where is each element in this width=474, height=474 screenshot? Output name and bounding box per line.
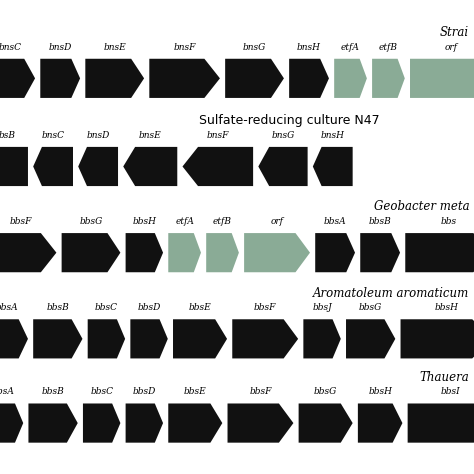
Text: bnsE: bnsE: [103, 43, 126, 52]
Polygon shape: [149, 59, 220, 98]
Polygon shape: [232, 319, 298, 358]
Text: bbsH: bbsH: [132, 217, 156, 226]
Text: bnsD: bnsD: [86, 131, 110, 140]
Text: bnsD: bnsD: [48, 43, 72, 52]
Polygon shape: [168, 233, 201, 272]
Polygon shape: [360, 233, 400, 272]
Polygon shape: [28, 403, 78, 443]
Text: bbsG: bbsG: [359, 303, 383, 312]
Polygon shape: [83, 403, 120, 443]
Text: bnsE: bnsE: [139, 131, 162, 140]
Text: bbsC: bbsC: [90, 387, 113, 396]
Polygon shape: [40, 59, 80, 98]
Text: bbsD: bbsD: [133, 387, 156, 396]
Text: Sulfate-reducing culture N47: Sulfate-reducing culture N47: [199, 114, 379, 128]
Text: bbsB: bbsB: [42, 387, 64, 396]
Text: orf: orf: [271, 217, 283, 226]
Polygon shape: [258, 147, 308, 186]
Polygon shape: [299, 403, 353, 443]
Text: bbsG: bbsG: [79, 217, 103, 226]
Polygon shape: [315, 233, 355, 272]
Text: bbsC: bbsC: [95, 303, 118, 312]
Polygon shape: [0, 59, 35, 98]
Text: bbsA: bbsA: [324, 217, 346, 226]
Text: bnsC: bnsC: [42, 131, 64, 140]
Text: bbsB: bbsB: [46, 303, 69, 312]
Text: orf: orf: [445, 43, 458, 52]
Text: bbsJ: bbsJ: [312, 303, 332, 312]
Text: Geobacter meta: Geobacter meta: [374, 201, 469, 213]
Text: bbsA: bbsA: [0, 303, 18, 312]
Text: etfA: etfA: [175, 217, 194, 226]
Polygon shape: [225, 59, 284, 98]
Polygon shape: [0, 233, 56, 272]
Polygon shape: [168, 403, 222, 443]
Text: bbsF: bbsF: [249, 387, 272, 396]
Text: bbsH: bbsH: [435, 303, 458, 312]
Polygon shape: [126, 233, 163, 272]
Text: bbsI: bbsI: [440, 387, 460, 396]
Polygon shape: [123, 147, 177, 186]
Polygon shape: [244, 233, 310, 272]
Text: bbsE: bbsE: [189, 303, 211, 312]
Polygon shape: [405, 233, 474, 272]
Text: bbsF: bbsF: [10, 217, 32, 226]
Polygon shape: [130, 319, 168, 358]
Polygon shape: [173, 319, 227, 358]
Text: bbsB: bbsB: [369, 217, 392, 226]
Polygon shape: [358, 403, 402, 443]
Text: bbsD: bbsD: [137, 303, 161, 312]
Polygon shape: [401, 319, 474, 358]
Text: bsB: bsB: [0, 131, 15, 140]
Polygon shape: [0, 319, 28, 358]
Polygon shape: [126, 403, 163, 443]
Text: bnsH: bnsH: [321, 131, 345, 140]
Polygon shape: [78, 147, 118, 186]
Polygon shape: [408, 403, 474, 443]
Polygon shape: [182, 147, 253, 186]
Text: bnsG: bnsG: [243, 43, 266, 52]
Polygon shape: [372, 59, 405, 98]
Polygon shape: [0, 403, 23, 443]
Text: bbsE: bbsE: [184, 387, 207, 396]
Text: bnsH: bnsH: [297, 43, 321, 52]
Polygon shape: [85, 59, 144, 98]
Polygon shape: [303, 319, 341, 358]
Text: -bsA: -bsA: [0, 387, 14, 396]
Text: bnsG: bnsG: [271, 131, 295, 140]
Polygon shape: [334, 59, 367, 98]
Polygon shape: [33, 147, 73, 186]
Text: Aromatoleum aromaticum: Aromatoleum aromaticum: [313, 287, 469, 300]
Polygon shape: [228, 403, 293, 443]
Text: bbsG: bbsG: [314, 387, 337, 396]
Text: etfB: etfB: [379, 43, 398, 52]
Polygon shape: [206, 233, 239, 272]
Text: etfA: etfA: [341, 43, 360, 52]
Text: bnsF: bnsF: [207, 131, 229, 140]
Text: Thauerа: Thauerа: [419, 371, 469, 384]
Polygon shape: [410, 59, 474, 98]
Polygon shape: [88, 319, 125, 358]
Polygon shape: [0, 147, 28, 186]
Text: bbsH: bbsH: [368, 387, 392, 396]
Polygon shape: [33, 319, 82, 358]
Text: bbsF: bbsF: [254, 303, 276, 312]
Text: bnsF: bnsF: [173, 43, 196, 52]
Text: etfB: etfB: [213, 217, 232, 226]
Polygon shape: [346, 319, 395, 358]
Text: Strai: Strai: [440, 26, 469, 39]
Polygon shape: [62, 233, 120, 272]
Polygon shape: [289, 59, 329, 98]
Text: bbs: bbs: [441, 217, 457, 226]
Polygon shape: [313, 147, 353, 186]
Text: bnsC: bnsC: [0, 43, 22, 52]
